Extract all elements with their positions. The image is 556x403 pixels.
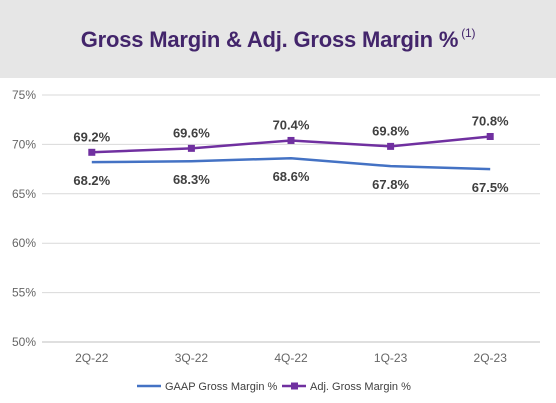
y-tick-label: 65% xyxy=(12,187,36,201)
data-label-adj: 69.2% xyxy=(73,129,110,144)
x-tick-label: 2Q-23 xyxy=(474,351,508,365)
data-point-adj xyxy=(387,142,395,150)
x-tick-label: 1Q-23 xyxy=(374,351,408,365)
legend-marker-adj xyxy=(291,382,298,390)
data-label-gaap: 67.8% xyxy=(372,177,409,192)
data-label-adj: 69.6% xyxy=(173,125,210,140)
y-tick-label: 60% xyxy=(12,236,36,250)
data-label-adj: 69.8% xyxy=(372,123,409,138)
chart-title-text: Gross Margin & Adj. Gross Margin % xyxy=(80,27,459,52)
legend-label: GAAP Gross Margin % xyxy=(165,381,277,393)
data-point-adj xyxy=(187,144,195,152)
x-tick-label: 2Q-22 xyxy=(75,351,109,365)
data-label-adj: 70.8% xyxy=(472,113,509,128)
x-tick-label: 3Q-22 xyxy=(175,351,209,365)
data-label-adj: 70.4% xyxy=(273,117,310,132)
data-point-adj xyxy=(486,132,494,140)
y-tick-label: 75% xyxy=(12,88,36,102)
data-label-gaap: 68.3% xyxy=(173,172,210,187)
chart-title: Gross Margin & Adj. Gross Margin % (1) xyxy=(0,25,556,53)
y-tick-label: 50% xyxy=(12,335,36,349)
x-tick-label: 4Q-22 xyxy=(274,351,308,365)
y-tick-label: 70% xyxy=(12,137,36,151)
legend-label: Adj. Gross Margin % xyxy=(310,381,411,393)
title-bar: Gross Margin & Adj. Gross Margin % (1) xyxy=(0,0,556,78)
data-label-gaap: 68.6% xyxy=(273,169,310,184)
data-label-gaap: 68.2% xyxy=(73,173,110,188)
data-label-gaap: 67.5% xyxy=(472,180,509,195)
series-line-gaap xyxy=(91,156,491,171)
footnote-marker: (1) xyxy=(461,25,476,40)
data-point-adj xyxy=(287,136,295,144)
data-point-adj xyxy=(88,148,96,156)
y-tick-label: 55% xyxy=(12,286,36,300)
